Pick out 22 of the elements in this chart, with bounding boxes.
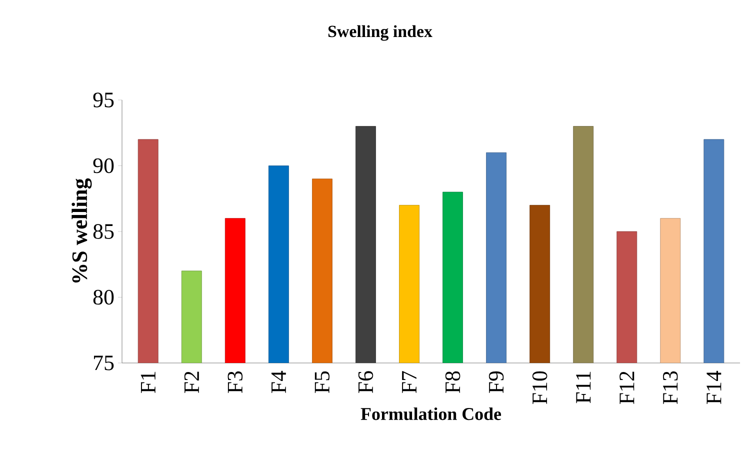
- y-tick-label: 80: [93, 290, 114, 305]
- x-tick-label: F8: [445, 371, 460, 394]
- chart-title: Swelling index: [328, 25, 432, 41]
- x-tick-label: F5: [314, 371, 330, 394]
- x-axis-title: Formulation Code: [360, 407, 502, 420]
- x-tick-label: F10: [532, 371, 548, 404]
- x-tick-label: F7: [402, 371, 416, 394]
- x-tick-label: F3: [228, 371, 243, 394]
- x-tick-label: F1: [140, 372, 156, 394]
- x-tick-label: F13: [663, 371, 678, 404]
- x-tick-label: F12: [620, 372, 634, 404]
- x-tick-label: F2: [184, 372, 199, 394]
- y-tick-label: 90: [93, 158, 114, 174]
- y-tick-label: 95: [93, 92, 114, 108]
- y-tick-label: 85: [93, 224, 114, 239]
- y-tick-label: 75: [94, 356, 114, 370]
- x-tick-label: F4: [271, 370, 286, 394]
- x-tick-label: F9: [488, 371, 504, 394]
- x-tick-label: F6: [358, 371, 374, 394]
- x-tick-label: F14: [706, 370, 722, 404]
- y-axis-title: %S welling: [72, 178, 92, 283]
- x-tick-label: F11: [576, 372, 591, 404]
